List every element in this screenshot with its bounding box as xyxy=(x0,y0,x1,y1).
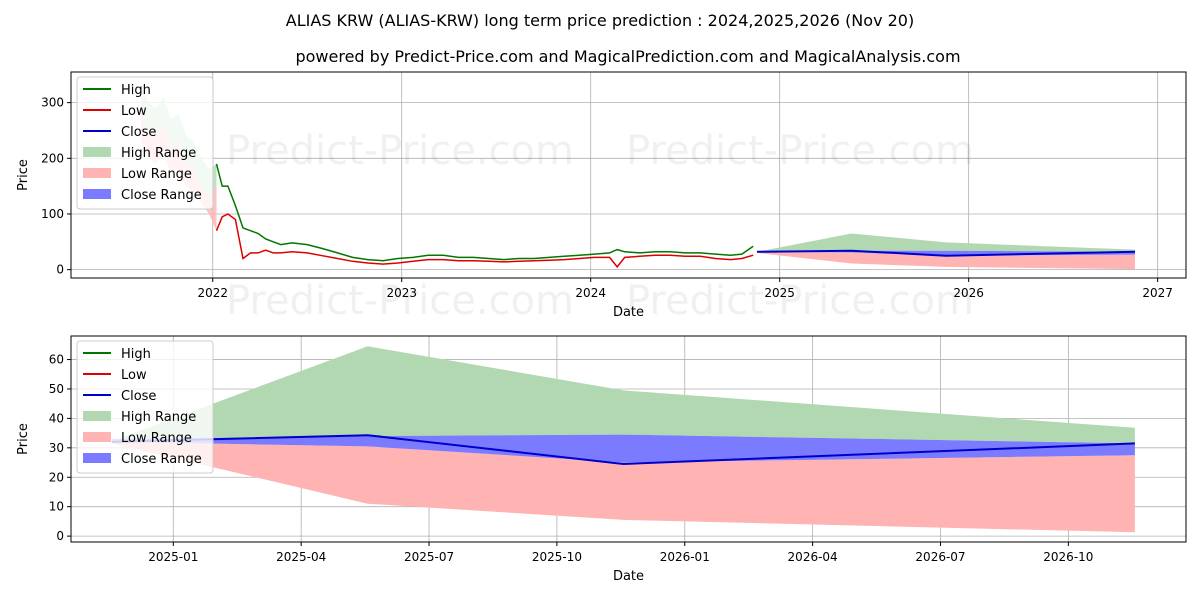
x-tick-label: 2025-07 xyxy=(404,550,454,564)
x-tick-label: 2022 xyxy=(197,286,228,300)
y-tick-label: 40 xyxy=(49,411,64,425)
y-tick-label: 30 xyxy=(49,441,64,455)
legend-label: High xyxy=(121,347,151,362)
x-tick-label: 2025 xyxy=(764,286,795,300)
x-tick-label: 2026-01 xyxy=(660,550,710,564)
y-tick-label: 50 xyxy=(49,382,64,396)
legend-label: Low Range xyxy=(121,167,192,182)
watermark-text: Predict-Price.com xyxy=(626,278,974,324)
y-tick-label: 200 xyxy=(41,151,64,165)
x-axis-label: Date xyxy=(613,305,644,320)
legend-label: Close xyxy=(121,389,156,404)
legend: High Low Close High Range Low Range Close Ran… xyxy=(77,341,213,473)
history-high-line xyxy=(217,164,754,261)
legend-label: High Range xyxy=(121,410,196,425)
legend-swatch-patch xyxy=(83,432,111,442)
x-tick-label: 2025-04 xyxy=(276,550,326,564)
x-tick-label: 2025-01 xyxy=(148,550,198,564)
legend-label: Low Range xyxy=(121,431,192,446)
legend-label: High xyxy=(121,83,151,98)
y-tick-label: 20 xyxy=(49,470,64,484)
y-tick-label: 0 xyxy=(56,263,64,277)
legend-label: Close xyxy=(121,125,156,140)
legend-label: Close Range xyxy=(121,188,202,203)
y-tick-label: 10 xyxy=(49,500,64,514)
y-tick-label: 0 xyxy=(56,529,64,543)
plot-area xyxy=(112,346,1135,532)
y-tick-label: 100 xyxy=(41,207,64,221)
chart-title: ALIAS KRW (ALIAS-KRW) long term price pr… xyxy=(286,11,914,30)
y-axis-label: Price xyxy=(16,423,31,455)
y-tick-label: 60 xyxy=(49,353,64,367)
legend-label: High Range xyxy=(121,146,196,161)
x-tick-label: 2026-04 xyxy=(788,550,838,564)
x-tick-label: 2026-10 xyxy=(1043,550,1093,564)
x-tick-label: 2027 xyxy=(1142,286,1173,300)
chart-subtitle: powered by Predict-Price.com and Magical… xyxy=(295,47,960,66)
forecast-zoom-panel: Predict-Price.comPredict-Price.com2025-0… xyxy=(16,336,1186,584)
x-tick-label: 2026 xyxy=(953,286,984,300)
x-tick-label: 2023 xyxy=(386,286,417,300)
long-term-panel: Predict-Price.com Predict-Price.com Predic… xyxy=(16,72,1186,324)
plot-area xyxy=(141,86,1135,269)
high-range-area xyxy=(112,346,1135,443)
legend-label: Close Range xyxy=(121,452,202,467)
y-tick-label: 300 xyxy=(41,96,64,110)
legend-swatch-patch xyxy=(83,411,111,421)
x-tick-label: 2025-10 xyxy=(532,550,582,564)
legend-swatch-patch xyxy=(83,453,111,463)
high-range-area xyxy=(757,234,1135,252)
watermark-text: Predict-Price.com xyxy=(226,128,574,174)
x-tick-label: 2024 xyxy=(575,286,606,300)
x-axis-label: Date xyxy=(613,569,644,584)
legend-swatch-patch xyxy=(83,189,111,199)
watermark-text: Predict-Price.com xyxy=(626,128,974,174)
watermark-text: Predict-Price.com xyxy=(226,278,574,324)
legend-label: Low xyxy=(121,104,147,119)
legend: High Low Close High Range Low Range Close Ran… xyxy=(77,77,213,209)
legend-swatch-patch xyxy=(83,147,111,157)
x-tick-label: 2026-07 xyxy=(915,550,965,564)
legend-swatch-patch xyxy=(83,168,111,178)
y-axis-label: Price xyxy=(16,159,31,191)
legend-label: Low xyxy=(121,368,147,383)
